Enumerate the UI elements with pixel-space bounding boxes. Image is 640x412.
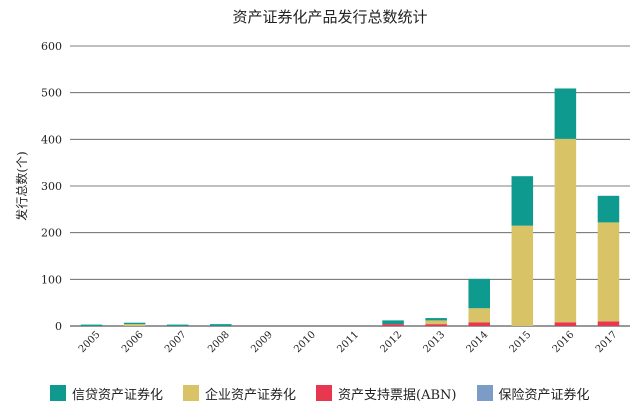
- bar-segment: [123, 322, 146, 325]
- bar-segment: [123, 324, 146, 326]
- legend-label: 企业资产证券化: [205, 387, 297, 403]
- legend-label: 资产支持票据(ABN): [338, 387, 457, 403]
- bar-segment: [468, 322, 490, 326]
- legend-item: 企业资产证券化: [183, 384, 296, 403]
- bar-segment: [425, 324, 447, 326]
- chart-title: 资产证券化产品发行总数统计: [232, 8, 427, 26]
- x-tick-label: 2013: [421, 329, 447, 355]
- y-tick-label: 100: [41, 273, 62, 286]
- x-tick-label: 2016: [551, 329, 577, 355]
- y-tick-label: 0: [55, 320, 62, 333]
- bar-segment: [511, 225, 534, 326]
- bar-segment: [511, 176, 534, 226]
- legend-item: 保险资产证券化: [476, 384, 590, 403]
- bar-segment: [468, 278, 490, 309]
- bar-segment: [425, 320, 447, 325]
- y-tick-label: 200: [41, 227, 62, 240]
- legend-swatch: [316, 385, 333, 401]
- y-tick-label: 600: [41, 40, 62, 53]
- bar-segment: [468, 308, 490, 323]
- legend: 信贷资产证券化 企业资产证券化 资产支持票据(ABN) 保险资产证券化: [50, 382, 630, 404]
- bar-segment: [210, 324, 232, 326]
- y-tick-label: 400: [41, 133, 62, 146]
- legend-label: 保险资产证券化: [498, 387, 590, 403]
- bar-segment: [554, 138, 577, 323]
- x-tick-label: 2006: [120, 329, 146, 355]
- x-tick-label: 2005: [77, 329, 103, 355]
- x-tick-label: 2012: [378, 329, 404, 355]
- bar-segment: [554, 88, 577, 139]
- y-ticks: 0 100 200 300 400 500 600: [41, 40, 62, 333]
- grid: [70, 45, 630, 327]
- bar-segment: [597, 195, 620, 223]
- bar-segment: [80, 324, 103, 326]
- x-ticks: 2005 2006 2007 2008 2009 2010 2011 2012 2013 2014…: [77, 329, 620, 355]
- bars: [80, 88, 620, 326]
- legend-label: 信贷资产证券化: [72, 387, 164, 403]
- bar-segment: [166, 324, 189, 326]
- x-tick-label: 2007: [163, 329, 189, 355]
- bar-segment: [382, 320, 404, 325]
- x-tick-label: 2017: [594, 329, 620, 355]
- y-axis-label: 发行总数(个): [14, 151, 29, 220]
- x-tick-label: 2014: [465, 329, 491, 355]
- bar-segment: [597, 222, 620, 322]
- legend-item: 资产支持票据(ABN): [316, 384, 457, 403]
- chart: 资产证券化产品发行总数统计 发行总数(个) 0 100 200 300 400 500 60…: [14, 8, 630, 355]
- legend-swatch: [50, 385, 66, 401]
- legend-swatch: [476, 385, 493, 401]
- x-tick-label: 2011: [335, 329, 361, 355]
- legend-item: 信贷资产证券化: [50, 384, 163, 403]
- bar-segment: [425, 318, 447, 321]
- x-tick-label: 2015: [508, 329, 534, 355]
- y-tick-label: 300: [41, 180, 62, 193]
- legend-swatch: [183, 385, 200, 401]
- bar-segment: [382, 324, 404, 326]
- x-tick-label: 2009: [249, 329, 275, 355]
- x-tick-label: 2008: [206, 329, 232, 355]
- bar-segment: [597, 321, 620, 326]
- y-tick-label: 500: [41, 87, 62, 100]
- x-tick-label: 2010: [292, 329, 318, 355]
- bar-segment: [554, 322, 577, 326]
